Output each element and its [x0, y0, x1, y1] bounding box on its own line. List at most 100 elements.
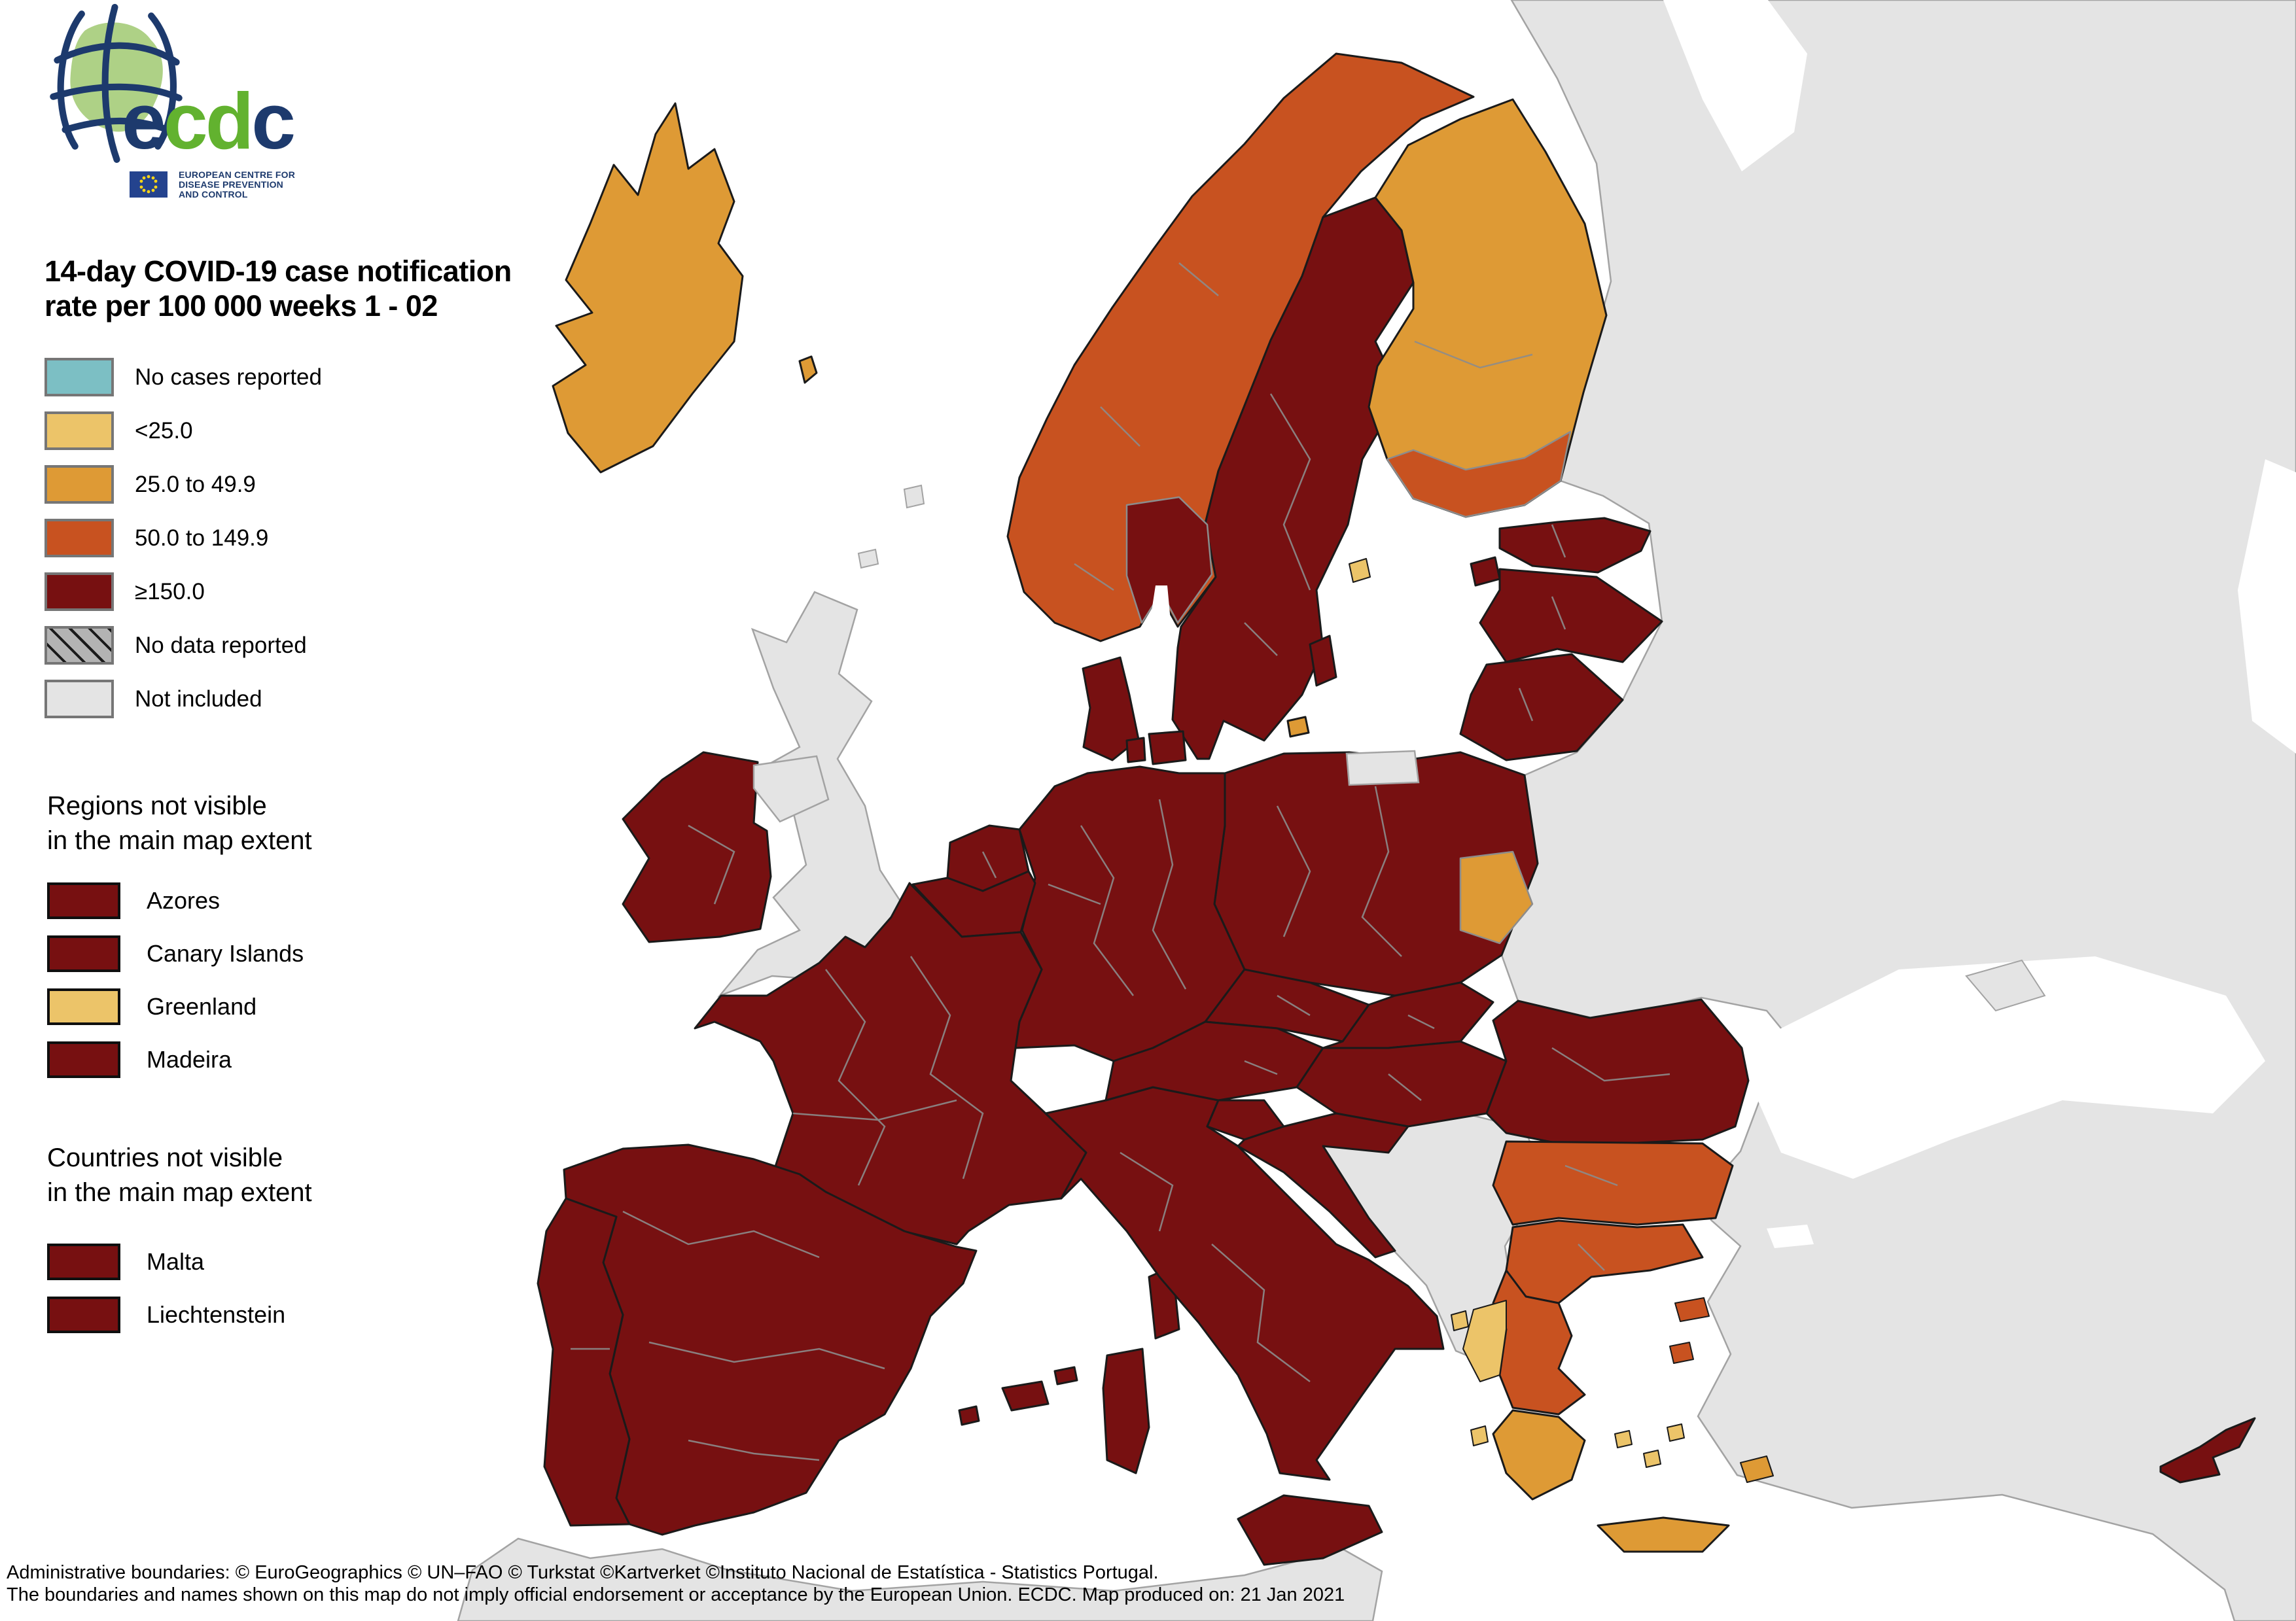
list-item: Liechtenstein	[47, 1296, 285, 1334]
item-label: Canary Islands	[147, 940, 304, 967]
map-region-cyclades	[1643, 1450, 1661, 1468]
map-region-eastern-europe-not-included	[1500, 0, 2296, 1621]
map-region-sicily	[1237, 1494, 1383, 1566]
legend-label: No cases reported	[135, 364, 322, 390]
map-region-estonia	[1498, 517, 1651, 574]
list-item: Azores	[47, 882, 304, 920]
heading-line: in the main map extent	[47, 1178, 312, 1208]
eu-flag-icon	[130, 171, 168, 198]
legend-swatch-no-data	[44, 626, 114, 665]
heading-line: in the main map extent	[47, 826, 312, 856]
ecdc-acronym: ecdc	[122, 81, 296, 161]
map-region-greece-corfu	[1451, 1310, 1469, 1331]
countries-not-visible-list: Malta Liechtenstein	[47, 1243, 285, 1349]
white-sea	[1663, 0, 1807, 171]
map-region-menorca	[1053, 1366, 1078, 1386]
heading-line: Countries not visible	[47, 1143, 283, 1172]
legend-label: Not included	[135, 686, 262, 712]
map-region-mallorca	[1001, 1380, 1050, 1412]
legend-item: <25.0	[44, 411, 322, 451]
legend-label: 50.0 to 149.9	[135, 525, 269, 551]
map-region-greece-crete	[1597, 1516, 1730, 1553]
ecdc-letter: e	[122, 77, 166, 166]
map-region-norway	[1006, 52, 1475, 642]
map-region-cyclades	[1667, 1423, 1685, 1442]
map-title-line2: rate per 100 000 weeks 1 - 02	[44, 289, 438, 323]
legend-label: 25.0 to 49.9	[135, 471, 256, 497]
swatch-liechtenstein	[47, 1297, 120, 1333]
ecdc-logo: ecdc EUROPEAN CENTRE FOR DISEASE PREVENT…	[38, 4, 444, 220]
map-region-portugal	[537, 1197, 631, 1527]
map-footer: Administrative boundaries: © EuroGeograp…	[7, 1562, 1345, 1606]
legend-item: Not included	[44, 679, 322, 719]
list-item: Canary Islands	[47, 935, 304, 973]
legend-item: ≥150.0	[44, 572, 322, 612]
map-region-greece-peloponnese	[1492, 1409, 1586, 1501]
map-region-greece-lesbos	[1674, 1297, 1710, 1322]
map-region-denmark-funen	[1125, 737, 1146, 763]
legend-swatch-lt25	[44, 411, 114, 450]
ecdc-letter: d	[205, 77, 255, 166]
item-label: Liechtenstein	[147, 1301, 286, 1328]
list-item: Malta	[47, 1243, 285, 1281]
sea-of-marmara	[1767, 1225, 1814, 1248]
map-region-crimea	[1965, 959, 2046, 1012]
legend: No cases reported <25.0 25.0 to 49.9 50.…	[44, 357, 322, 733]
swatch-madeira	[47, 1041, 120, 1078]
oslofjord	[1149, 585, 1171, 628]
admin-region-borders	[571, 262, 1670, 1461]
black-sea	[1755, 956, 2265, 1179]
map-region-greece-rhodes	[1740, 1455, 1774, 1483]
footer-line2: The boundaries and names shown on this m…	[7, 1584, 1345, 1605]
map-region-iceland	[552, 102, 744, 474]
map-region-denmark-zealand	[1148, 730, 1187, 765]
item-label: Malta	[147, 1248, 205, 1275]
legend-label: ≥150.0	[135, 578, 205, 604]
regions-not-visible-list: Azores Canary Islands Greenland Madeira	[47, 882, 304, 1094]
legend-swatch-ge150	[44, 572, 114, 611]
map-region-aland	[1349, 558, 1371, 583]
map-region-gotland	[1309, 635, 1337, 687]
map-region-romania	[1485, 998, 1750, 1147]
map-region-sweden	[1171, 196, 1415, 760]
swatch-canary-islands	[47, 935, 120, 972]
map-region-shetland	[903, 484, 925, 509]
list-item: Madeira	[47, 1041, 304, 1079]
map-region-kaliningrad	[1345, 750, 1420, 786]
map-region-orkney	[857, 548, 879, 569]
org-name-line: DISEASE PREVENTION	[179, 179, 283, 190]
map-region-bornholm	[1286, 716, 1310, 738]
map-region-ireland	[622, 751, 772, 943]
legend-item: No data reported	[44, 625, 322, 665]
map-region-ibiza	[958, 1405, 980, 1426]
swatch-azores	[47, 882, 120, 919]
regions-not-visible-heading: Regions not visible in the main map exte…	[47, 789, 312, 858]
map-region-greece-north	[1505, 1219, 1704, 1304]
legend-label: <25.0	[135, 417, 193, 444]
map-region-sardinia	[1102, 1348, 1150, 1474]
list-item: Greenland	[47, 988, 304, 1026]
map-region-northern-ireland	[752, 755, 830, 823]
legend-swatch-not-included	[44, 680, 114, 718]
item-label: Azores	[147, 887, 221, 914]
map-region-poland-lubelskie	[1459, 850, 1534, 945]
org-name-line: AND CONTROL	[179, 189, 248, 200]
map-title: 14-day COVID-19 case notification rate p…	[44, 254, 512, 323]
org-name: EUROPEAN CENTRE FOR DISEASE PREVENTION A…	[179, 170, 295, 200]
org-name-line: EUROPEAN CENTRE FOR	[179, 169, 296, 180]
map-region-greece-zakynthos	[1470, 1425, 1489, 1446]
map-title-line1: 14-day COVID-19 case notification	[44, 254, 512, 288]
ecdc-letter: c	[163, 77, 208, 166]
countries-not-visible-heading: Countries not visible in the main map ex…	[47, 1141, 312, 1210]
map-region-faroe-islands	[798, 355, 818, 384]
legend-swatch-25-49	[44, 465, 114, 504]
map-region-denmark	[1082, 656, 1140, 761]
map-region-norway-oslo	[1125, 496, 1213, 624]
map-region-saaremaa	[1470, 556, 1501, 587]
map-region-finland-south	[1386, 430, 1572, 518]
map-region-latvia	[1479, 568, 1663, 663]
legend-item: 50.0 to 149.9	[44, 518, 322, 558]
map-region-lithuania	[1459, 653, 1624, 761]
legend-label: No data reported	[135, 632, 307, 658]
